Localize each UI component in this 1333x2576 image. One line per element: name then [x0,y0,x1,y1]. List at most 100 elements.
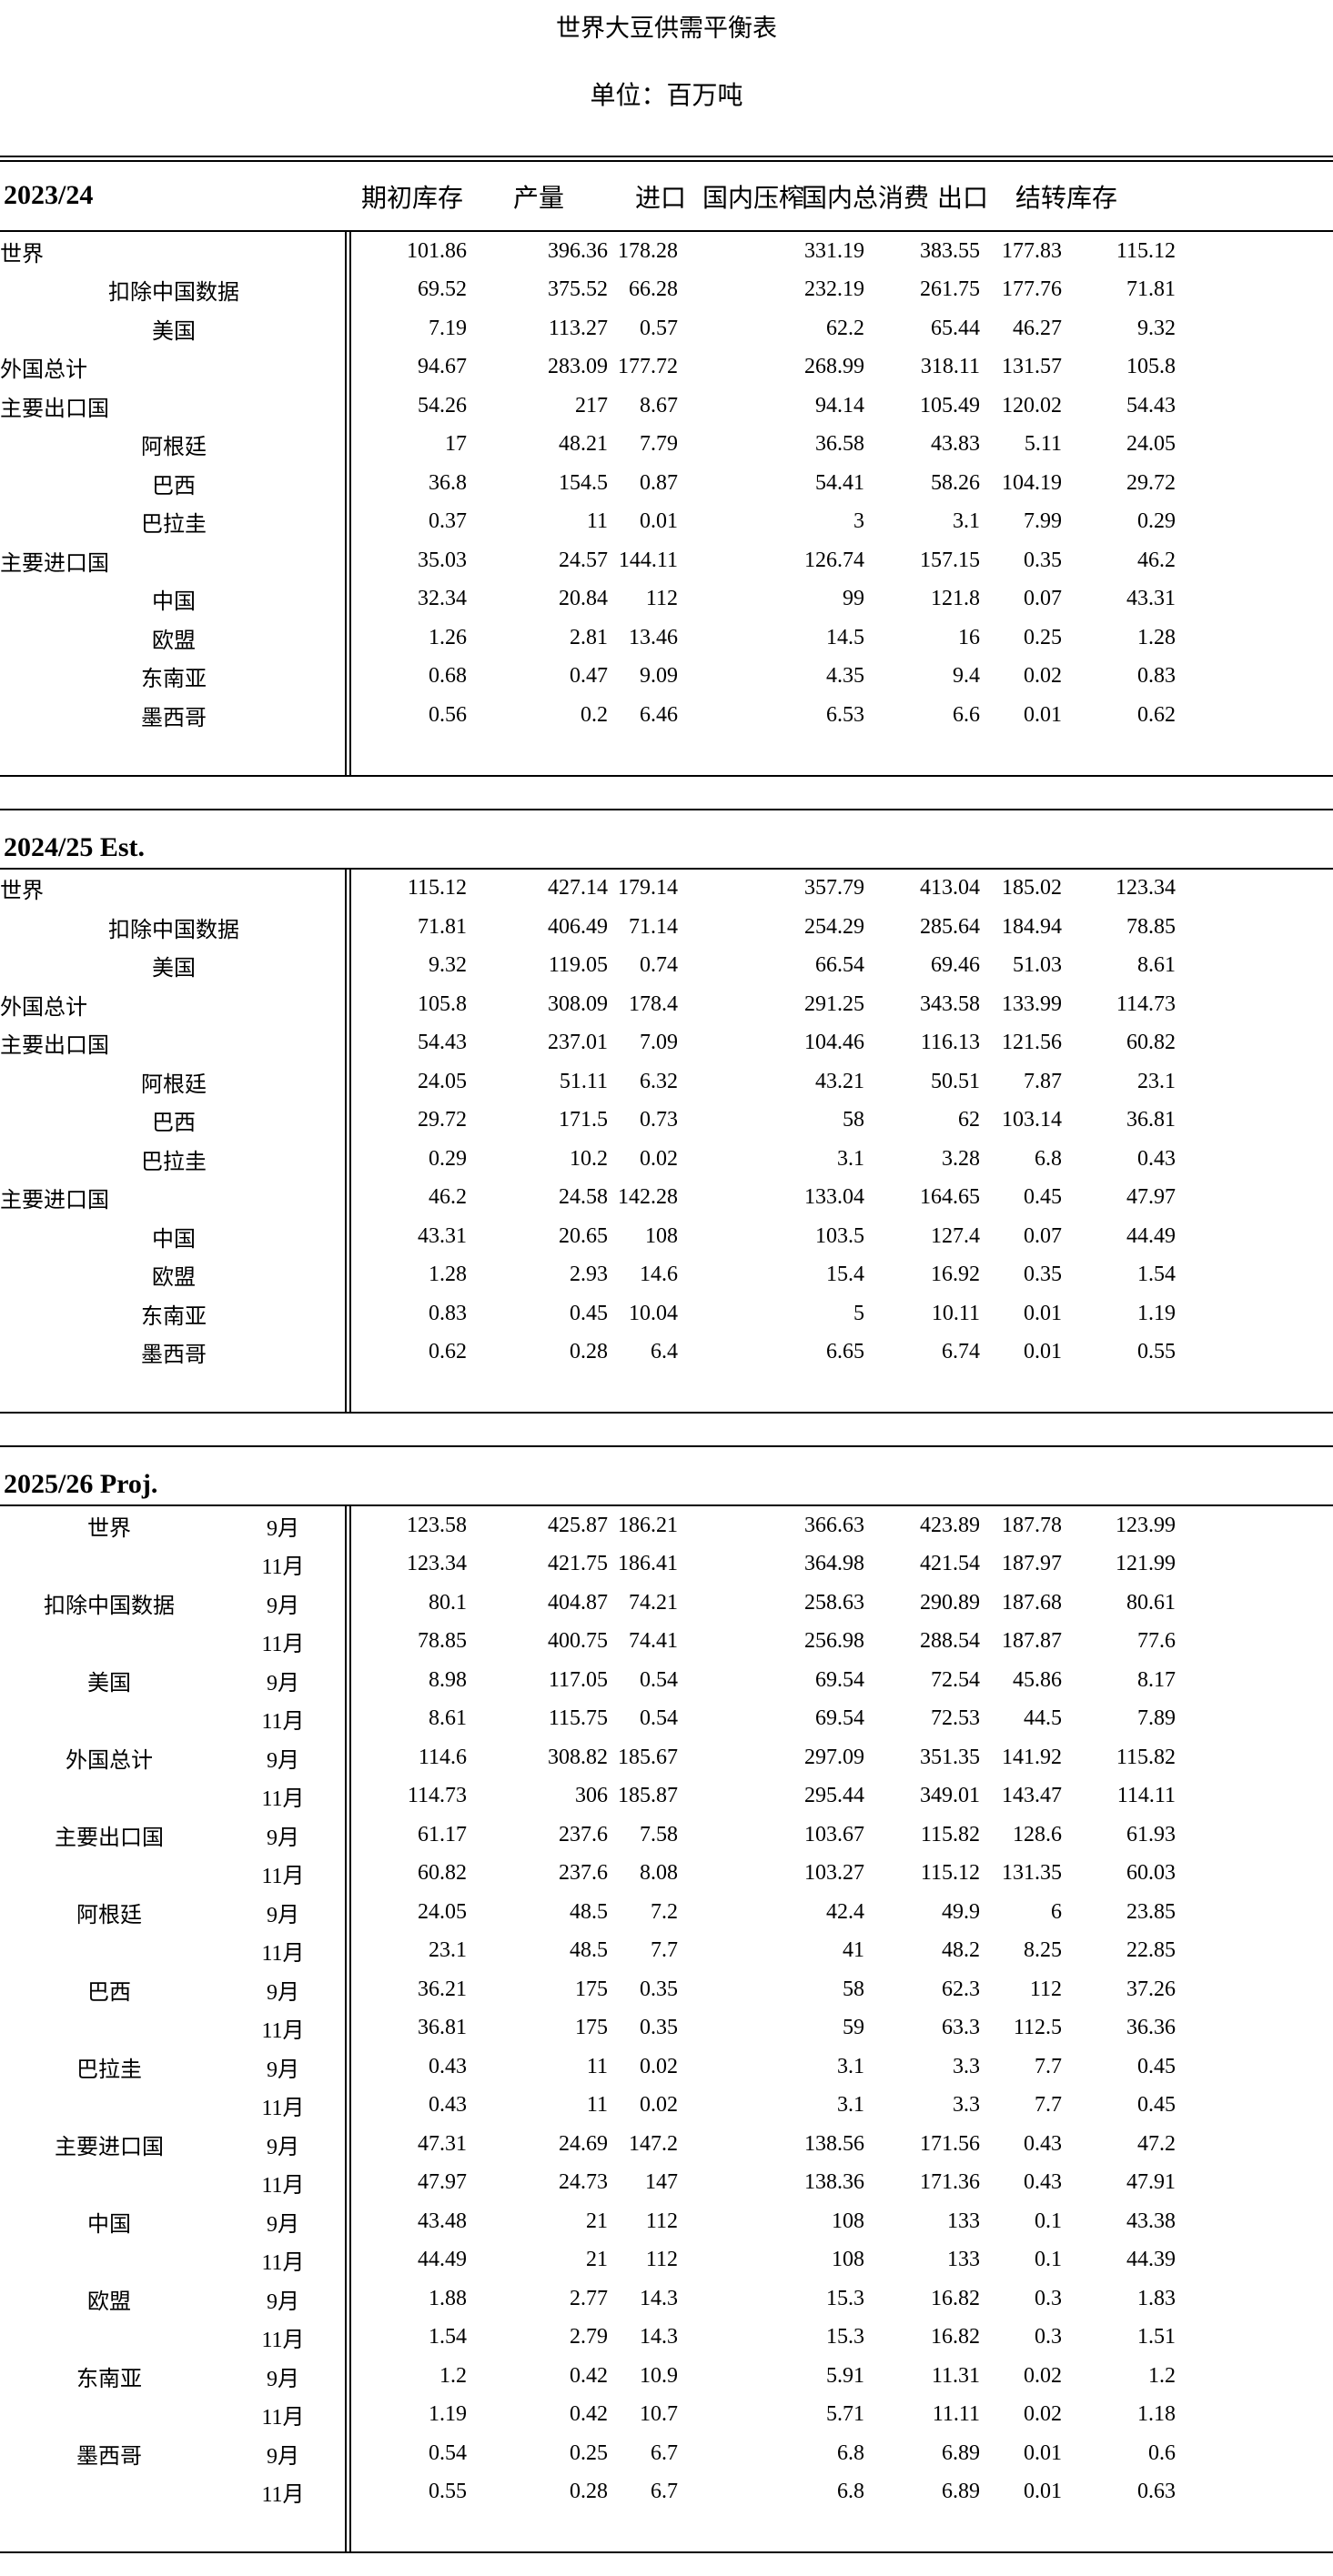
filler-cell [1176,2279,1333,2319]
data-cell: 14.6 [640,1263,678,1287]
section-2024-25: 2024/25 Est. 世界 115.12 427.14 179.14 357.79 4… [0,808,1333,1414]
row-label: 主要出口国 [0,397,109,421]
data-cell: 36.81 [418,2016,467,2040]
data-cell: 1.54 [429,2325,467,2350]
data-cell: 44.49 [418,2248,467,2272]
data-cell: 21 [586,2209,608,2233]
data-cell: 357.79 [804,876,864,901]
data-cell: 105.8 [418,991,467,1016]
data-cell: 7.7 [1035,2093,1062,2118]
data-cell: 113.27 [548,316,608,340]
row-label [0,1855,218,1894]
data-cell: 0.02 [1024,664,1062,689]
month-label: 9月 [267,2135,299,2159]
table-row: 巴拉圭 0.37 11 0.01 3 3.1 7.99 0.29 [0,503,1333,542]
filler-cell [1176,348,1333,387]
data-cell: 0.68 [429,664,467,689]
row-label: 中国 [152,590,196,615]
table-row: 阿根廷 9月 24.05 48.5 7.2 42.4 49.9 6 23.85 [0,1893,1333,1932]
section-header: 2025/26 Proj. [0,1447,1333,1506]
table-row: 世界 9月 123.58 425.87 186.21 366.63 423.89 187.78… [0,1506,1333,1545]
data-cell: 0.63 [1137,2480,1176,2504]
filler-cell [1176,1024,1333,1063]
data-cell: 3.1 [837,2054,864,2078]
section-2025-26: 2025/26 Proj. 世界 9月 123.58 425.87 186.21 366.… [0,1445,1333,2553]
row-label: 美国 [87,1671,131,1696]
row-label: 中国 [87,2212,131,2237]
data-cell: 35.03 [418,548,467,572]
data-cell: 400.75 [548,1629,608,1654]
data-cell: 131.57 [1002,355,1062,379]
data-cell: 74.21 [629,1590,678,1615]
row-label: 世界 [87,1516,131,1541]
data-cell: 0.43 [429,2054,467,2078]
filler-cell [1176,947,1333,986]
data-cell: 126.74 [804,548,864,572]
data-cell: 0.01 [640,509,678,534]
data-cell: 7.87 [1024,1069,1062,1093]
row-label [0,2009,218,2048]
data-cell: 112 [645,2248,678,2272]
table-row: 巴拉圭 0.29 10.2 0.02 3.1 3.28 6.8 0.43 [0,1140,1333,1179]
data-cell: 54.26 [418,393,467,418]
row-label: 主要出口国 [55,1826,164,1850]
data-cell: 308.09 [548,991,608,1016]
filler-cell [1176,2125,1333,2164]
table-row: 11月 114.73 306 185.87 295.44 349.01 143.47 114.… [0,1777,1333,1816]
data-cell: 8.61 [1137,953,1176,978]
data-cell: 59 [843,2016,864,2040]
month-label: 11月 [261,2019,305,2044]
data-cell: 308.82 [548,1745,608,1769]
data-cell: 22.85 [1126,1938,1176,1963]
month-label: 9月 [267,2212,299,2237]
data-cell: 425.87 [548,1513,608,1537]
data-cell: 0.07 [1024,587,1062,611]
data-cell: 21 [586,2248,608,2272]
table-row: 欧盟 1.28 2.93 14.6 15.4 16.92 0.35 1.54 [0,1256,1333,1295]
data-cell: 138.56 [804,2131,864,2156]
data-cell: 123.58 [407,1513,467,1537]
data-cell: 105.49 [920,393,980,418]
row-label: 欧盟 [152,629,196,653]
data-cell: 2.81 [570,625,608,649]
data-cell: 154.5 [559,470,608,495]
row-label: 主要进口国 [55,2135,164,2159]
data-cell: 36.36 [1126,2016,1176,2040]
data-cell: 62 [958,1108,980,1132]
table-row: 中国 43.31 20.65 108 103.5 127.4 0.07 44.49 [0,1217,1333,1256]
data-cell: 44.5 [1024,1706,1062,1731]
month-label: 11月 [261,1633,305,1657]
filler-cell [1176,464,1333,503]
data-cell: 0.28 [570,2480,608,2504]
data-cell: 24.05 [1126,432,1176,457]
data-cell: 6.7 [651,2440,678,2465]
month-label: 11月 [261,2097,305,2121]
table-row: 墨西哥 9月 0.54 0.25 6.7 6.8 6.89 0.01 0.6 [0,2434,1333,2473]
data-cell: 24.57 [559,548,608,572]
table-row: 11月 0.43 11 0.02 3.1 3.3 7.7 0.45 [0,2087,1333,2126]
month-label: 9月 [267,1980,299,2005]
filler-cell [1176,2473,1333,2512]
row-label: 美国 [152,319,196,344]
data-cell: 187.97 [1002,1552,1062,1576]
data-cell: 23.1 [429,1938,467,1963]
data-cell: 185.67 [618,1745,678,1769]
data-cell: 29.72 [418,1108,467,1132]
data-cell: 178.28 [618,238,678,263]
data-cell: 3 [853,509,864,534]
data-cell: 0.25 [570,2440,608,2465]
data-cell: 16.82 [931,2286,980,2310]
data-cell: 62.2 [826,316,864,340]
data-cell: 116.13 [920,1031,980,1055]
data-cell: 47.91 [1126,2170,1176,2195]
data-cell: 6.4 [651,1340,678,1364]
data-cell: 1.19 [1137,1301,1176,1325]
top-rule [0,156,1333,162]
filler-cell [1176,2241,1333,2280]
data-cell: 6.7 [651,2480,678,2504]
table-row: 东南亚 9月 1.2 0.42 10.9 5.91 11.31 0.02 1.2 [0,2357,1333,2396]
data-cell: 112 [1029,1977,1062,2001]
data-cell: 42.4 [826,1899,864,1924]
row-label: 外国总计 [0,358,87,383]
data-cell: 254.29 [804,914,864,939]
